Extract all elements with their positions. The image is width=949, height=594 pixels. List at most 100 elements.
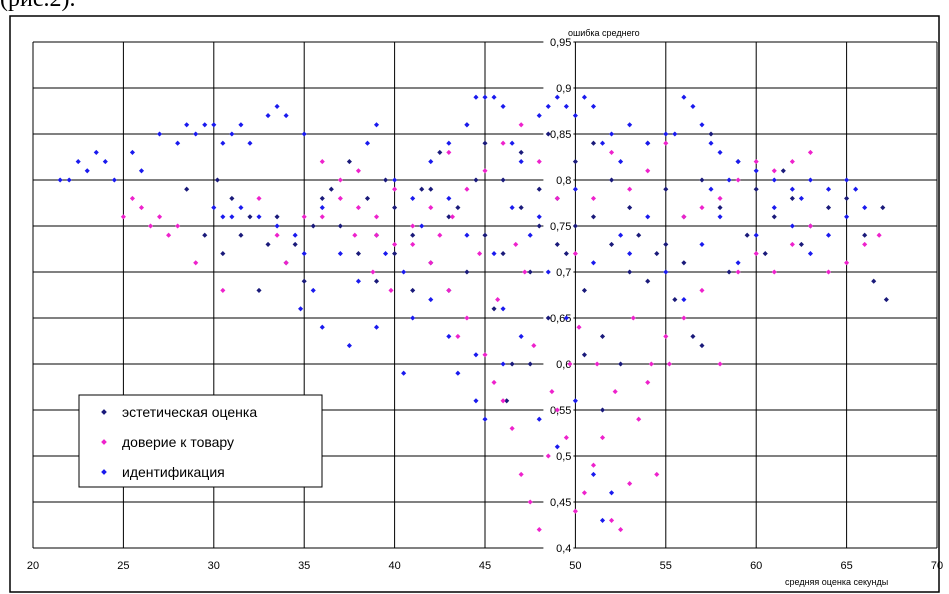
scatter-point-series-3 [500,361,506,367]
scatter-point-series-2 [527,499,533,505]
y-tick-label-bg [543,220,574,232]
scatter-point-series-1 [410,287,416,293]
scatter-point-series-2 [645,379,651,385]
scatter-point-series-3 [572,186,578,192]
scatter-point-series-3 [346,343,352,349]
scatter-point-series-2 [428,260,434,266]
scatter-point-series-1 [184,186,190,192]
legend-box [78,394,323,488]
scatter-point-series-3 [274,223,280,229]
x-tick-label: 20 [27,560,39,572]
scatter-point-series-3 [491,94,497,100]
scatter-point-series-2 [771,168,777,174]
scatter-point-series-2 [147,223,154,229]
scatter-point-series-3 [455,370,461,376]
scatter-point-series-3 [229,131,235,137]
scatter-point-series-3 [590,260,597,266]
scatter-point-series-2 [536,527,542,533]
scatter-point-series-3 [66,177,72,183]
scatter-point-series-3 [590,471,597,477]
scatter-point-series-1 [464,269,470,275]
scatter-point-series-2 [410,223,416,229]
scatter-point-series-3 [401,269,407,275]
scatter-point-series-1 [527,361,533,367]
y-tick-label: 0,65 [550,313,571,325]
scatter-point-series-2 [500,398,506,404]
x-tick-label: 60 [750,560,762,572]
legend-label: доверие к товару [122,434,234,450]
scatter-point-series-3 [599,140,606,146]
scatter-point-series-1 [699,177,705,183]
y-tick-label: 0,4 [556,543,571,555]
scatter-point-series-2 [522,269,528,275]
y-tick-label-bg [543,450,574,462]
scatter-point-series-1 [482,232,488,238]
scatter-point-series-3 [157,131,163,137]
y-tick-label: 0,5 [556,451,571,463]
scatter-point-series-2 [844,260,850,266]
scatter-point-series-3 [211,205,217,211]
scatter-point-series-2 [392,241,398,247]
scatter-point-series-2 [862,241,868,247]
scatter-point-series-3 [247,140,253,146]
y-tick-label: 0,7 [556,267,571,279]
x-axis-title: средняя оценка секунды [785,577,888,587]
scatter-point-series-3 [672,131,678,137]
scatter-point-series-2 [717,361,723,367]
scatter-point-series-3 [298,306,304,312]
scatter-point-series-1 [383,177,389,183]
scatter-point-series-2 [337,177,343,183]
scatter-point-series-3 [473,398,479,404]
scatter-point-series-3 [175,140,181,146]
scatter-point-series-3 [446,140,452,146]
scatter-point-series-2 [789,241,795,247]
tick-labels: 20 25 30 35 40 45 50 55 60 65 70 0,4 0,45 0,5 0,55 0,6 0… [27,36,943,572]
scatter-point-series-2 [590,195,597,201]
scatter-point-series-1 [771,214,777,220]
scatter-point-series-2 [567,361,573,367]
scatter-point-series-2 [654,471,660,477]
scatter-point-series-1 [310,223,316,229]
legend-marker [101,439,107,445]
scatter-point-series-2 [355,168,361,174]
y-tick-label-bg [543,82,574,94]
scatter-point-series-2 [482,168,488,174]
scatter-point-series-1 [202,232,208,238]
scatter-point-series-3 [735,260,741,266]
scatter-point-series-2 [630,315,636,321]
scatter-point-series-1 [726,269,732,275]
scatter-point-series-1 [214,177,220,183]
y-tick-label-bg [543,174,574,186]
scatter-point-series-3 [93,149,99,155]
scatter-point-series-1 [292,241,298,247]
scatter-point-series-3 [482,416,488,422]
legend: эстетическая оценка доверие к товару идент… [78,394,323,488]
scatter-point-series-1 [265,241,271,247]
scatter-point-series-1 [410,232,416,238]
page-text-fragment: (рис.2). [0,0,75,16]
scatter-point-series-1 [238,232,244,238]
scatter-point-series-1 [518,149,524,155]
scatter-point-series-2 [437,232,443,238]
scatter-point-series-1 [500,251,506,257]
x-tick-label: 45 [479,560,491,572]
scatter-point-series-3 [825,232,832,238]
scatter-point-series-1 [509,361,515,367]
scatter-point-series-3 [663,269,669,275]
scatter-point-series-2 [500,140,506,146]
scatter-point-series-1 [491,306,497,312]
scatter-point-series-2 [482,352,488,358]
scatter-point-series-2 [666,361,672,367]
scatter-point-series-2 [572,251,578,257]
y-tick-label-bg [543,358,574,370]
y-tick-label-bg [543,36,574,48]
scatter-point-series-1 [672,297,678,303]
x-tick-label: 40 [388,560,400,572]
x-tick-label: 35 [298,560,310,572]
y-tick-label-bg [543,542,574,554]
scatter-point-series-2 [717,195,723,201]
y-tick-label-bg [543,266,574,278]
scatter-point-series-2 [449,214,456,220]
scatter-point-series-1 [301,278,307,284]
scatter-point-series-2 [495,297,501,303]
